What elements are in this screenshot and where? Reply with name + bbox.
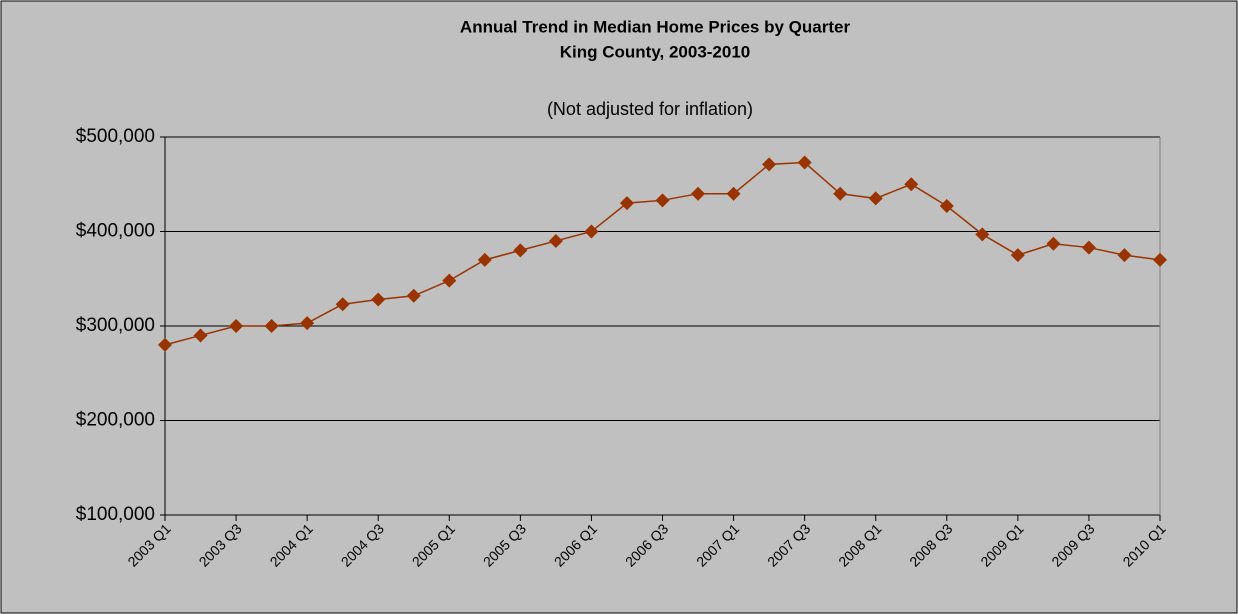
data-marker [264, 319, 279, 333]
data-marker [726, 186, 741, 201]
data-marker [548, 233, 563, 248]
data-marker [584, 224, 599, 239]
data-marker [939, 198, 954, 213]
chart-title: Annual Trend in Median Home Prices by Qu… [460, 17, 851, 36]
data-marker [619, 196, 634, 211]
data-marker [193, 328, 208, 343]
y-tick-label: $100,000 [76, 504, 155, 525]
y-tick-label: $500,000 [76, 126, 155, 147]
data-marker [1010, 248, 1025, 263]
data-marker [904, 177, 919, 192]
chart-note: (Not adjusted for inflation) [547, 99, 753, 119]
data-marker [975, 227, 990, 242]
y-tick-label: $400,000 [76, 221, 155, 242]
data-marker [797, 155, 812, 170]
data-marker [1081, 240, 1096, 255]
data-marker [513, 243, 528, 258]
data-marker [442, 273, 457, 288]
data-marker [691, 186, 706, 201]
data-marker [762, 157, 777, 172]
data-marker [1117, 248, 1132, 263]
data-marker [1046, 236, 1061, 251]
chart-subtitle: King County, 2003-2010 [560, 42, 751, 61]
data-marker [868, 191, 883, 206]
data-marker [1153, 252, 1167, 267]
data-marker [833, 186, 848, 201]
data-marker [335, 297, 350, 312]
data-marker [477, 252, 492, 267]
data-marker [300, 316, 315, 331]
data-marker [158, 337, 172, 352]
data-marker [371, 292, 386, 307]
y-tick-label: $300,000 [76, 315, 155, 336]
data-marker [229, 319, 244, 333]
data-marker [655, 193, 670, 208]
data-marker [406, 288, 421, 303]
y-tick-label: $200,000 [76, 410, 155, 431]
